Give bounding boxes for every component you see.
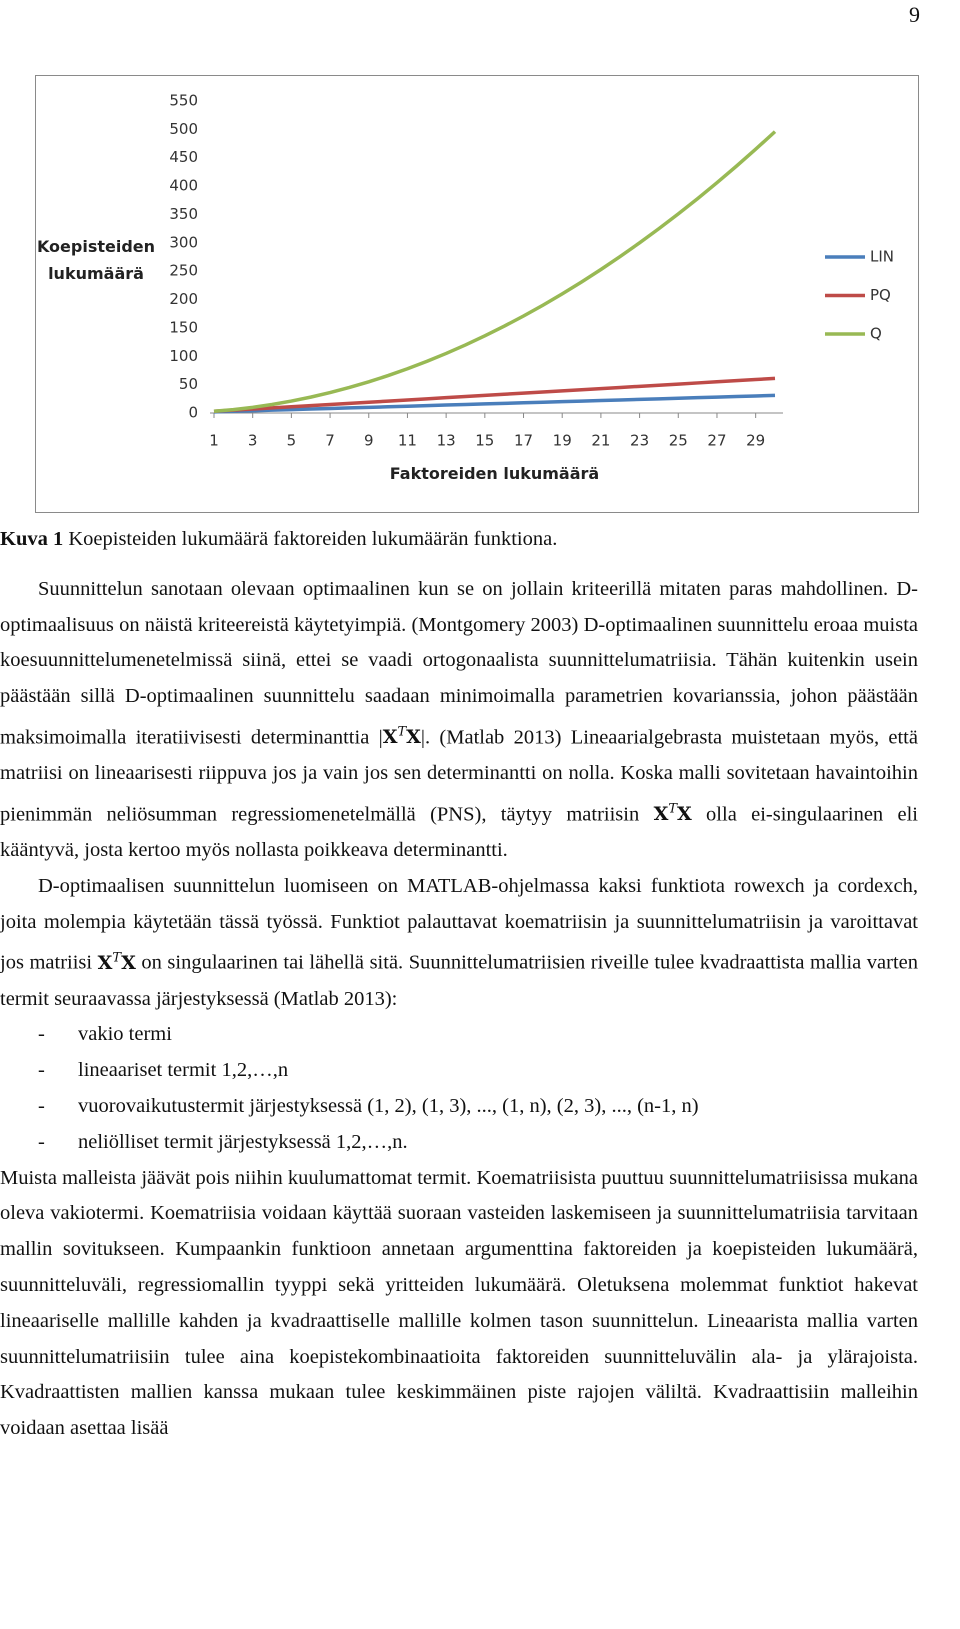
matrix-symbol: X xyxy=(97,951,113,974)
matrix-expr: XTX xyxy=(653,801,692,826)
y-tick-label: 500 xyxy=(169,120,198,138)
paragraph: Muista malleista jäävät pois niihin kuul… xyxy=(0,1161,918,1447)
text-run: Muista malleista jäävät pois niihin kuul… xyxy=(0,1166,918,1440)
y-tick-label: 250 xyxy=(169,262,198,280)
matrix-symbol: X xyxy=(653,803,669,826)
caption-text: Koepisteiden lukumäärä faktoreiden lukum… xyxy=(68,528,558,550)
text-run: on singulaarinen tai lähellä sitä. Suunn… xyxy=(0,951,918,1010)
x-tick-label: 3 xyxy=(248,432,258,450)
superscript: T xyxy=(112,950,122,966)
y-tick-label: 200 xyxy=(169,290,198,308)
superscript: T xyxy=(397,724,407,740)
x-tick-label: 5 xyxy=(287,432,297,450)
y-tick-label: 300 xyxy=(169,233,198,251)
paragraph: Suunnittelun sanotaan olevaan optimaalin… xyxy=(0,572,918,869)
y-axis-title: Koepisteiden lukumäärä xyxy=(36,237,156,283)
chart: 0 50 100 150 200 250 300 350 400 450 500 550 1 3 5 7 9 11… xyxy=(35,75,919,513)
x-tick-label: 23 xyxy=(630,432,649,450)
x-tick-label: 19 xyxy=(553,432,572,450)
text-run: olla ei-singulaarinen eli kääntyvä, jost… xyxy=(0,803,918,862)
data-line xyxy=(213,130,777,414)
x-axis-title: Faktoreiden lukumäärä xyxy=(389,464,600,483)
x-tick-label: 11 xyxy=(398,432,417,450)
x-tick-label: 13 xyxy=(437,432,456,450)
y-tick-label: 450 xyxy=(169,148,198,166)
list-item: neliölliset termit järjestyksessä 1,2,…,… xyxy=(0,1125,918,1161)
matrix-expr: XTX xyxy=(97,950,136,974)
x-tick-label: 15 xyxy=(475,432,494,450)
x-tick-label: 1 xyxy=(209,432,219,450)
matrix-symbol: X xyxy=(406,726,421,749)
y-tick-label: 150 xyxy=(169,318,198,336)
legend-label: LIN xyxy=(870,248,894,266)
matrix-symbol: X xyxy=(382,726,398,749)
matrix-symbol: X xyxy=(121,951,136,974)
matrix-expr: XTX xyxy=(382,724,421,749)
data-line xyxy=(213,393,776,414)
paragraph: D-optimaalisen suunnittelun luomiseen on… xyxy=(0,869,918,1018)
x-tick-label: 25 xyxy=(669,432,688,450)
list-item: vuorovaikutustermit järjestyksessä (1, 2… xyxy=(0,1089,918,1125)
text-run: |. (Matlab 2013) Lineaarialgebrasta muis… xyxy=(0,726,918,826)
y-tick-label: 550 xyxy=(169,92,198,110)
x-tick-label: 27 xyxy=(707,432,726,450)
legend-label: PQ xyxy=(870,286,891,304)
x-tick-label: 29 xyxy=(746,432,765,450)
data-line xyxy=(213,376,776,414)
y-tick-label: 350 xyxy=(169,205,198,223)
list-item: lineaariset termit 1,2,…,n xyxy=(0,1053,918,1089)
text-run: D-optimaalisen suunnittelun luomiseen on… xyxy=(0,874,918,974)
y-tick-label: 0 xyxy=(188,404,198,422)
caption-label: Kuva 1 xyxy=(0,528,64,550)
x-tick-label: 21 xyxy=(591,432,610,450)
page-number: 9 xyxy=(909,2,920,27)
x-tick-label: 7 xyxy=(325,432,335,450)
x-tick-label: 17 xyxy=(514,432,533,450)
caption: Kuva 1 Koepisteiden lukumäärä faktoreide… xyxy=(0,522,918,558)
matrix-symbol: X xyxy=(676,803,692,826)
y-tick-label: 50 xyxy=(179,375,198,393)
term-list: vakio termilineaariset termit 1,2,…,nvuo… xyxy=(0,1017,918,1160)
y-tick-label: 100 xyxy=(169,347,198,365)
body-text: Kuva 1 Koepisteiden lukumäärä faktoreide… xyxy=(0,522,918,1447)
x-tick-label: 9 xyxy=(364,432,374,450)
list-item: vakio termi xyxy=(0,1017,918,1053)
legend-label: Q xyxy=(870,325,882,343)
text-run: Suunnittelun sanotaan olevaan optimaalin… xyxy=(0,577,918,749)
y-tick-label: 400 xyxy=(169,177,198,195)
superscript: T xyxy=(668,801,677,817)
